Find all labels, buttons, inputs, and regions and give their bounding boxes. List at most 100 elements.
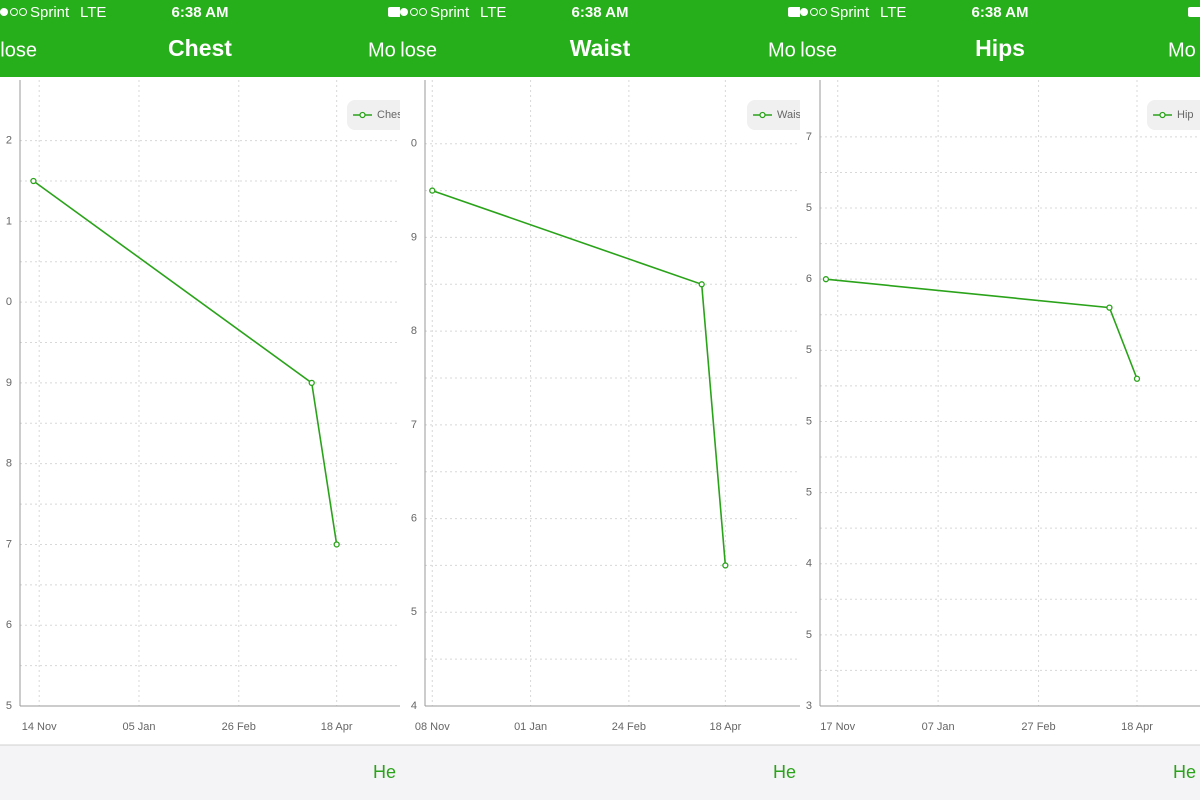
y-tick-label: 9 — [6, 377, 12, 389]
nav-more[interactable]: Mo — [768, 39, 796, 61]
data-point — [698, 281, 705, 288]
time: 6:38 AM — [172, 4, 229, 21]
phone-panel: Sprint LTE 6:38 AM lose Waist Mo He 4 5 6 7 8 9 0 08 N… — [400, 0, 802, 800]
y-tick-label: 5 — [806, 629, 812, 641]
nav-more[interactable]: Mo — [1168, 39, 1196, 61]
x-tick-label: 14 Nov — [22, 721, 57, 733]
tab-item[interactable]: He — [773, 762, 796, 782]
legend-marker — [359, 111, 366, 119]
signal-dot — [19, 8, 27, 16]
x-tick-label: 08 Nov — [415, 721, 450, 733]
tab-bar — [800, 745, 1200, 800]
tab-item[interactable]: He — [373, 762, 396, 782]
legend-box — [747, 100, 800, 130]
x-tick-label: 18 Apr — [1121, 721, 1153, 733]
data-point — [722, 562, 729, 569]
y-tick-label: 4 — [806, 558, 812, 570]
legend-label: Hip — [1177, 109, 1194, 121]
battery — [1188, 7, 1200, 17]
x-tick-label: 05 Jan — [122, 721, 155, 733]
time: 6:38 AM — [972, 4, 1029, 21]
x-tick-label: 27 Feb — [1021, 721, 1055, 733]
y-tick-label: 6 — [806, 273, 812, 285]
signal-dot — [419, 8, 427, 16]
data-point — [333, 541, 340, 548]
y-tick-label: 8 — [411, 325, 417, 337]
data-point — [1106, 304, 1113, 311]
x-tick-label: 26 Feb — [222, 721, 256, 733]
tab-bar — [0, 745, 400, 800]
carrier: Sprint — [830, 4, 870, 21]
carrier: Sprint — [430, 4, 470, 21]
y-tick-label: 1 — [6, 215, 12, 227]
y-tick-label: 5 — [6, 700, 12, 712]
y-tick-label: 7 — [411, 419, 417, 431]
y-tick-label: 7 — [6, 538, 12, 550]
y-tick-label: 8 — [6, 458, 12, 470]
signal-dot — [410, 8, 418, 16]
signal-dot — [800, 8, 808, 16]
y-tick-label: 3 — [806, 700, 812, 712]
nav-title: Chest — [168, 35, 232, 61]
data-point — [822, 276, 830, 283]
network: LTE — [880, 4, 906, 21]
header — [0, 0, 400, 77]
data-point — [308, 379, 315, 387]
y-tick-label: 6 — [6, 619, 12, 631]
y-tick-label: 5 — [806, 486, 812, 498]
tab-item[interactable]: He — [1173, 762, 1196, 782]
x-tick-label: 07 Jan — [922, 721, 955, 733]
y-tick-label: 5 — [806, 202, 812, 214]
x-tick-label: 17 Nov — [820, 721, 855, 733]
nav-close[interactable]: lose — [0, 39, 37, 61]
legend-label: Wais — [777, 109, 802, 121]
battery — [388, 7, 400, 17]
signal-dot — [810, 8, 818, 16]
legend-marker — [1159, 111, 1166, 119]
background — [0, 0, 400, 800]
y-tick-label: 0 — [411, 138, 417, 150]
background — [800, 0, 1200, 800]
y-tick-label: 2 — [6, 134, 12, 146]
y-tick-label: 5 — [806, 344, 812, 356]
signal-dot — [400, 8, 408, 16]
signal-dot — [10, 8, 18, 16]
legend-label: Ches — [377, 109, 403, 121]
y-tick-label: 4 — [411, 700, 417, 712]
nav-title: Waist — [570, 35, 631, 61]
background — [400, 0, 800, 800]
y-tick-label: 0 — [6, 296, 12, 308]
phone-panel: Sprint LTE 6:38 AM lose Chest Mo He 5 6 7 8 9 0 1 2 14 … — [0, 0, 403, 800]
x-tick-label: 01 Jan — [514, 721, 547, 733]
nav-close[interactable]: lose — [400, 39, 437, 61]
time: 6:38 AM — [572, 4, 629, 21]
battery — [788, 7, 800, 17]
data-point — [1133, 375, 1141, 382]
signal-dot — [0, 8, 8, 16]
x-tick-label: 18 Apr — [709, 721, 741, 733]
network: LTE — [480, 4, 506, 21]
y-tick-label: 5 — [411, 606, 417, 618]
header — [400, 0, 800, 77]
signal-dot — [819, 8, 827, 16]
network: LTE — [80, 4, 106, 21]
y-tick-label: 6 — [411, 512, 417, 524]
tab-bar — [400, 745, 800, 800]
legend-marker — [759, 111, 766, 119]
y-tick-label: 9 — [411, 231, 417, 243]
x-tick-label: 18 Apr — [321, 721, 353, 733]
nav-more[interactable]: Mo — [368, 39, 396, 61]
nav-close[interactable]: lose — [800, 39, 837, 61]
y-tick-label: 5 — [806, 415, 812, 427]
data-point — [429, 187, 436, 194]
y-tick-label: 7 — [806, 131, 812, 143]
data-point — [30, 177, 37, 185]
x-tick-label: 24 Feb — [612, 721, 646, 733]
nav-title: Hips — [975, 35, 1025, 61]
phone-panel: Sprint LTE 6:38 AM lose Hips Mo He 3 5 4 5 5 5 6 5 7 17 … — [800, 0, 1200, 800]
carrier: Sprint — [30, 4, 70, 21]
legend-box — [347, 100, 400, 130]
legend-box — [1147, 100, 1200, 130]
header — [800, 0, 1200, 77]
